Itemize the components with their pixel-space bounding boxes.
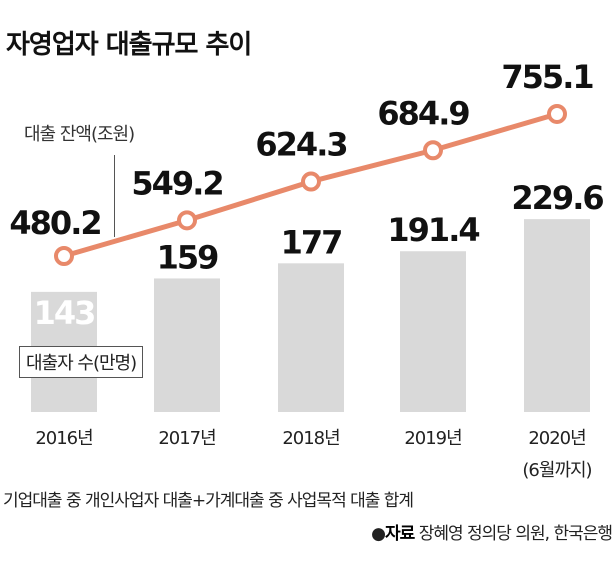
line-point (301, 171, 321, 192)
bar-value-label: 191.4 (387, 211, 479, 249)
bar (400, 251, 466, 412)
bar-value-label: 229.6 (511, 179, 603, 217)
x-tick-sublabel: (6월까지) (522, 460, 591, 481)
legend-leader-line (114, 155, 115, 237)
line-value-label: 684.9 (377, 94, 469, 132)
source-bullet: ● (371, 524, 386, 544)
bar (524, 219, 590, 412)
source-label: 자료 (385, 524, 415, 544)
x-tick-label: 2018년 (282, 428, 339, 449)
line-point (423, 140, 443, 161)
x-tick-label: 2016년 (35, 428, 92, 449)
x-tick-label: 2017년 (158, 428, 215, 449)
bar (278, 263, 344, 412)
bar-series-label: 대출자 수(만명) (19, 346, 144, 378)
line-value-label: 624.3 (255, 126, 346, 164)
line-point (54, 246, 74, 266)
line-series-label: 대출 잔액(조원) (24, 124, 135, 145)
line-point (177, 210, 197, 231)
x-tick-label: 2020년 (528, 428, 585, 449)
bar-value-label: 177 (281, 223, 342, 261)
line-value-label: 549.2 (131, 164, 222, 202)
line-point (547, 103, 567, 124)
source-text: 장혜영 정의당 의원, 한국은행 (418, 524, 613, 544)
bar-value-label: 159 (157, 238, 219, 276)
line-value-label: 480.2 (9, 204, 100, 242)
line-value-label: 755.1 (501, 58, 593, 96)
footnote: 기업대출 중 개인사업자 대출+가계대출 중 사업목적 대출 합계 (3, 491, 414, 511)
x-tick-label: 2019년 (404, 428, 461, 449)
chart-title: 자영업자 대출규모 추이 (6, 30, 252, 60)
bar-value-label: 143 (34, 294, 95, 332)
bar (154, 278, 220, 412)
source: ●자료 장혜영 정의당 의원, 한국은행 (371, 519, 613, 544)
